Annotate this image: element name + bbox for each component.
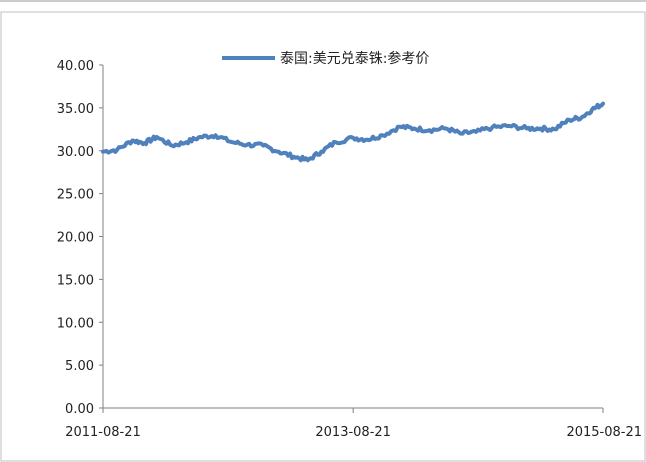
y-tick-label: 30.00 — [57, 145, 94, 160]
y-tick-label: 20.00 — [57, 231, 94, 246]
y-tick-label: 40.00 — [57, 59, 94, 74]
legend-label: 泰国:美元兑泰铢:参考价 — [280, 50, 429, 67]
y-ticks: 0.00 5.00 10.00 15.00 20.00 25.00 30.00 35.00 40… — [57, 59, 103, 417]
y-tick-label: 35.00 — [57, 102, 94, 117]
legend: 泰国:美元兑泰铢:参考价 — [222, 50, 429, 67]
x-tick-label: 2011-08-21 — [65, 425, 141, 440]
series-line-usd-thb — [101, 101, 605, 163]
y-tick-label: 0.00 — [65, 402, 94, 417]
y-tick-label: 25.00 — [57, 188, 94, 203]
x-tick-label: 2013-08-21 — [315, 425, 391, 440]
x-ticks: 2011-08-21 2013-08-21 2015-08-21 — [65, 408, 642, 440]
y-tick-label: 10.00 — [57, 316, 94, 331]
y-tick-label: 15.00 — [57, 273, 94, 288]
y-tick-label: 5.00 — [65, 359, 94, 374]
chart-border — [0, 11, 646, 462]
x-tick-label: 2015-08-21 — [566, 425, 642, 440]
